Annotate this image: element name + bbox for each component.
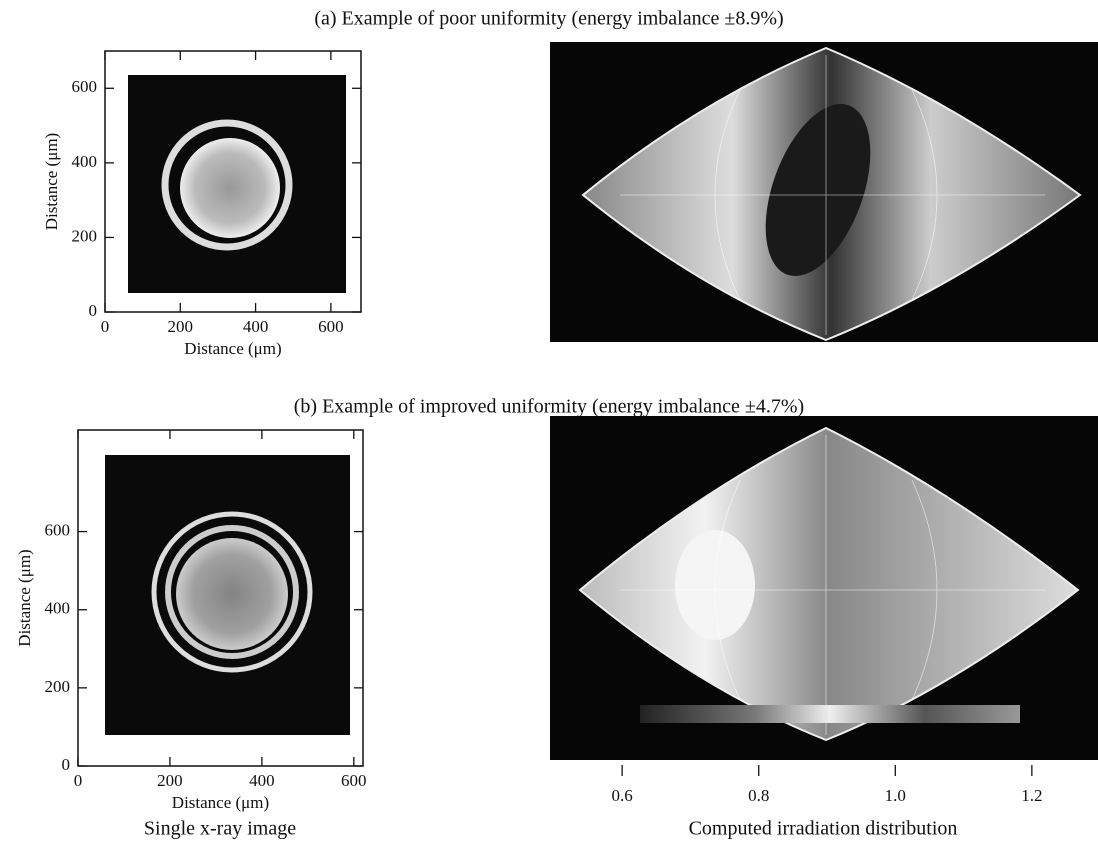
colorbar (640, 705, 1020, 723)
x-tick-label: 600 (318, 317, 344, 336)
x-tick-label: 200 (168, 317, 194, 336)
colorbar-tick-label: 1.0 (885, 786, 906, 805)
y-tick-label: 200 (45, 677, 71, 696)
x-tick-label: 600 (341, 771, 367, 790)
y-axis-label: Distance (μm) (15, 549, 34, 646)
x-tick-label: 400 (243, 317, 269, 336)
colorbar-tick-label: 1.2 (1021, 786, 1042, 805)
y-tick-label: 0 (62, 755, 71, 774)
x-tick-label: 0 (74, 771, 83, 790)
y-tick-label: 400 (72, 152, 98, 171)
y-tick-label: 400 (45, 599, 71, 618)
x-tick-label: 400 (249, 771, 275, 790)
x-axis-label: Distance (μm) (172, 793, 269, 812)
colorbar-tick-label: 0.6 (612, 786, 633, 805)
y-tick-label: 200 (72, 226, 98, 245)
y-tick-label: 0 (89, 301, 98, 320)
core (180, 138, 280, 238)
panel-title: (a) Example of poor uniformity (energy i… (314, 8, 783, 30)
core (176, 538, 288, 650)
x-axis-label: Distance (μm) (184, 339, 281, 358)
caption: Single x-ray image (144, 818, 296, 840)
y-axis-label: Distance (μm) (42, 133, 61, 230)
panel-title: (b) Example of improved uniformity (ener… (294, 396, 804, 418)
colorbar-tick-label: 0.8 (748, 786, 769, 805)
caption: Computed irradiation distribution (689, 818, 958, 840)
x-tick-label: 0 (101, 317, 110, 336)
figure: (a) Example of poor uniformity (energy i… (0, 0, 1098, 845)
y-tick-label: 600 (45, 520, 71, 539)
y-tick-label: 600 (72, 77, 98, 96)
x-tick-label: 200 (157, 771, 183, 790)
